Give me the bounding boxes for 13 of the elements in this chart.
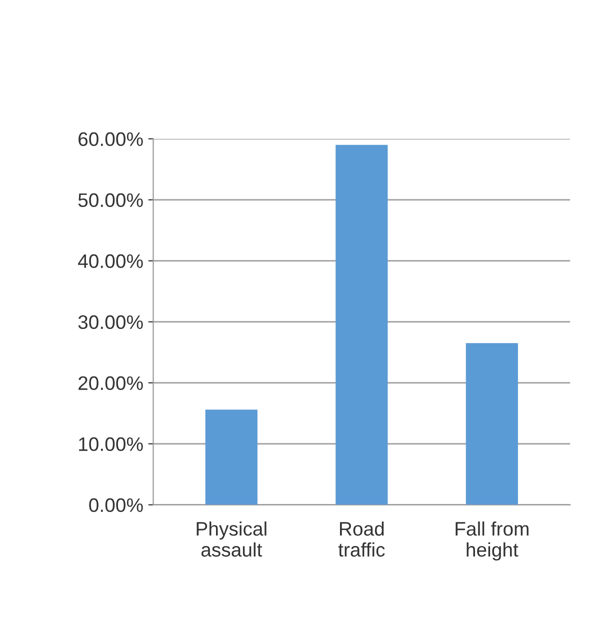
y-tick-label: 40.00% — [78, 254, 143, 268]
y-tick-label: 60.00% — [78, 132, 143, 146]
x-tick-label: Physical assault — [196, 521, 266, 557]
y-tick-label: 10.00% — [79, 437, 143, 452]
bar — [466, 343, 518, 505]
x-tick-label: Fall from height — [456, 521, 528, 561]
bar — [205, 410, 258, 505]
y-tick-label: 50.00% — [78, 193, 143, 208]
x-tick-label: Road traffic — [338, 521, 385, 557]
y-tick-label: 20.00% — [78, 376, 143, 390]
bar — [336, 144, 388, 505]
y-tick-label: 30.00% — [78, 315, 143, 330]
y-tick-label: 0.00% — [89, 498, 143, 512]
